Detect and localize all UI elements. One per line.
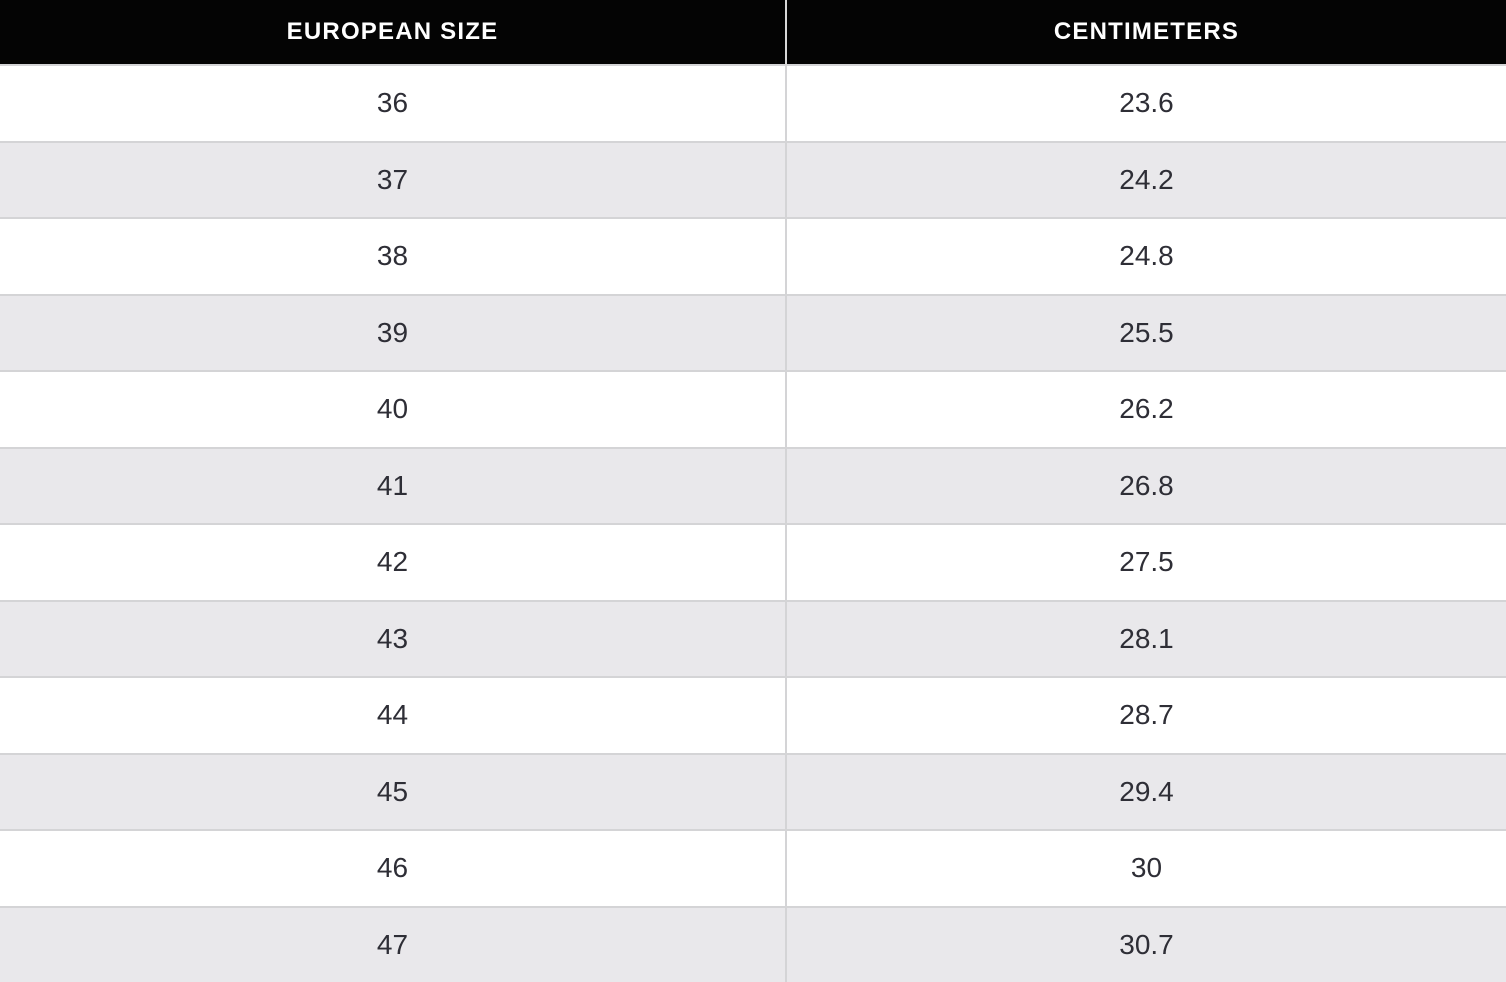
column-header-european-size: EUROPEAN SIZE [0, 0, 787, 64]
cell-centimeters: 28.7 [787, 678, 1506, 753]
cell-centimeters: 30.7 [787, 908, 1506, 982]
cell-centimeters: 23.6 [787, 66, 1506, 141]
cell-european-size: 42 [0, 525, 787, 600]
cell-european-size: 41 [0, 449, 787, 524]
cell-centimeters: 27.5 [787, 525, 1506, 600]
cell-european-size: 47 [0, 908, 787, 982]
cell-european-size: 46 [0, 831, 787, 906]
cell-european-size: 45 [0, 755, 787, 830]
cell-centimeters: 26.8 [787, 449, 1506, 524]
cell-european-size: 43 [0, 602, 787, 677]
cell-european-size: 37 [0, 143, 787, 218]
cell-centimeters: 30 [787, 831, 1506, 906]
cell-centimeters: 24.2 [787, 143, 1506, 218]
cell-centimeters: 29.4 [787, 755, 1506, 830]
cell-european-size: 38 [0, 219, 787, 294]
cell-centimeters: 28.1 [787, 602, 1506, 677]
cell-european-size: 36 [0, 66, 787, 141]
cell-european-size: 40 [0, 372, 787, 447]
cell-european-size: 44 [0, 678, 787, 753]
column-header-centimeters: CENTIMETERS [787, 0, 1506, 64]
cell-centimeters: 24.8 [787, 219, 1506, 294]
cell-centimeters: 25.5 [787, 296, 1506, 371]
table-header-row: EUROPEAN SIZE CENTIMETERS [0, 0, 1506, 64]
cell-centimeters: 26.2 [787, 372, 1506, 447]
cell-european-size: 39 [0, 296, 787, 371]
